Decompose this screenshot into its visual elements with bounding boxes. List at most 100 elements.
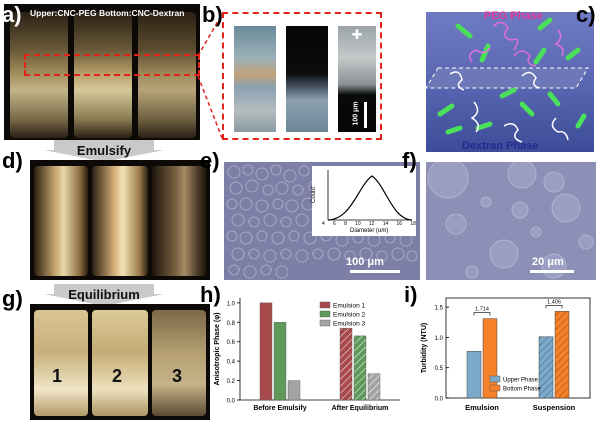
interface-highlight-box (24, 54, 200, 76)
vial-1 (34, 310, 88, 416)
legend-swatch (319, 301, 331, 309)
bar (353, 335, 367, 401)
dextran-phase-label: Dextran Phase (462, 140, 539, 152)
panel-a-label: a) (2, 2, 22, 27)
panel-c-schematic: PEG Phase Dextran Phase (418, 6, 596, 158)
scale-label-e: 100 μm (346, 256, 384, 268)
bar (367, 373, 381, 401)
panel-d-photo (30, 160, 210, 280)
legend-swatch (319, 310, 331, 318)
scale-label-f: 20 μm (532, 256, 564, 268)
bar (259, 302, 273, 401)
pom-image-2 (286, 26, 328, 132)
panel-b-label: b) (202, 2, 223, 27)
bar (273, 322, 287, 401)
legend-label: Emulsion 2 (333, 312, 366, 319)
panel-c-label: c) (576, 2, 596, 27)
zoom-connector (197, 13, 223, 139)
panel-f-label: f) (402, 148, 417, 173)
vial-1 (34, 166, 88, 276)
panel-h-label: h) (200, 282, 221, 307)
bar (287, 380, 301, 401)
pom-image-3 (338, 26, 376, 132)
size-distribution-inset: Count 4 6 8 10 12 14 16 18 Diameter (um) (311, 166, 416, 236)
bar (466, 351, 482, 399)
vial-number-3: 3 (172, 366, 183, 386)
panel-g-photo: 1 2 3 (30, 304, 210, 420)
x-category-label: Before Emulsify (253, 405, 306, 412)
inset-xtick: 14 (382, 221, 389, 227)
ratio-bracket (473, 312, 491, 316)
panel-b-images: ✚ 100 μm (222, 12, 382, 140)
inset-xtick: 8 (344, 221, 347, 227)
vial-number-2: 2 (112, 366, 123, 386)
peg-phase-label: PEG Phase (484, 10, 543, 22)
y-tick-label: 1.0 (227, 301, 236, 307)
ratio-label: 1.406 (547, 299, 561, 305)
vial-3 (152, 310, 206, 416)
bar (538, 336, 554, 399)
equilibrium-arrow: Equilibrium (44, 284, 164, 306)
y-tick-label: 0.0 (435, 397, 444, 403)
y-tick-label: 0.0 (227, 399, 236, 405)
y-axis-label: Turbidity (NTU) (421, 323, 428, 373)
emulsify-arrow: Emulsify (44, 140, 164, 162)
y-tick-label: 1.0 (435, 336, 444, 342)
legend-label: Upper Phase (503, 378, 539, 384)
y-tick-label: 0.8 (227, 321, 236, 327)
vial-2 (92, 310, 148, 416)
emulsion-droplets (226, 164, 418, 279)
plot-frame (445, 297, 591, 399)
y-tick-label: 0.2 (227, 379, 236, 385)
inset-xtick: 6 (333, 221, 336, 227)
x-category-label: After Equilibrium (332, 405, 389, 412)
inset-ylabel: Count (311, 186, 318, 204)
panel-e-micrograph: Count 4 6 8 10 12 14 16 18 Diameter (um)… (224, 162, 420, 280)
legend-label: Bottom Phase (503, 387, 541, 393)
legend-label: Emulsion 1 (333, 303, 366, 310)
vial-2 (92, 166, 148, 276)
scale-bar-f (530, 270, 574, 273)
large-droplets (427, 162, 594, 279)
x-category-label: Emulsion (465, 403, 499, 412)
panel-f-micrograph: 20 μm (426, 162, 596, 280)
y-tick-label: 0.6 (227, 340, 236, 346)
scale-label-b: 100 μm (352, 101, 360, 126)
equilibrium-label: Equilibrium (68, 287, 140, 302)
inset-xtick: 18 (410, 221, 416, 227)
panel-a-photo: Upper:CNC-PEG Bottom:CNC-Dextran (4, 4, 200, 140)
panel-d-label: d) (2, 148, 23, 173)
panel-g-label: g) (2, 286, 23, 311)
inset-xtick: 4 (322, 221, 325, 227)
bar (554, 311, 570, 399)
legend-swatch (489, 375, 501, 383)
inset-xtick: 16 (396, 221, 403, 227)
inset-xtick: 10 (355, 221, 361, 227)
pom-image-1 (234, 26, 276, 132)
y-axis-label: Anisotropic Phase (φ) (214, 312, 221, 385)
inset-xtick: 12 (368, 221, 375, 227)
y-tick-label: 0.4 (227, 360, 236, 366)
x-category-label: Suspension (533, 403, 576, 412)
panel-a-header: Upper:CNC-PEG Bottom:CNC-Dextran (30, 8, 185, 18)
bar (339, 327, 353, 401)
ratio-label: 1.714 (475, 307, 489, 313)
scale-bar-b (364, 102, 367, 128)
ratio-bracket (545, 305, 563, 309)
phase-schematic (425, 12, 594, 152)
legend-label: Emulsion 3 (333, 321, 366, 328)
scale-bar-e (350, 270, 400, 273)
inset-xticks: 4 6 8 10 12 14 16 18 (322, 221, 416, 227)
vial-number-1: 1 (52, 366, 63, 386)
panel-i-label: i) (404, 282, 418, 307)
inset-xlabel: Diameter (um) (350, 228, 389, 234)
legend-swatch (319, 319, 331, 327)
legend-swatch (489, 384, 501, 392)
emulsify-label: Emulsify (76, 143, 132, 158)
vial-3 (152, 166, 206, 276)
chart-turbidity: 0.0 0.5 1.0 1.5 Turbidity (NTU) 1.714 Emulsion… (421, 297, 591, 412)
chart-anisotropic-phase: 0.0 0.2 0.4 0.6 0.8 1.0 Anisotropic Phase (φ) B… (214, 298, 400, 412)
panel-e-label: e) (200, 148, 220, 173)
crossed-polarizer-icon: ✚ (351, 27, 363, 42)
y-tick-label: 1.5 (435, 306, 444, 312)
